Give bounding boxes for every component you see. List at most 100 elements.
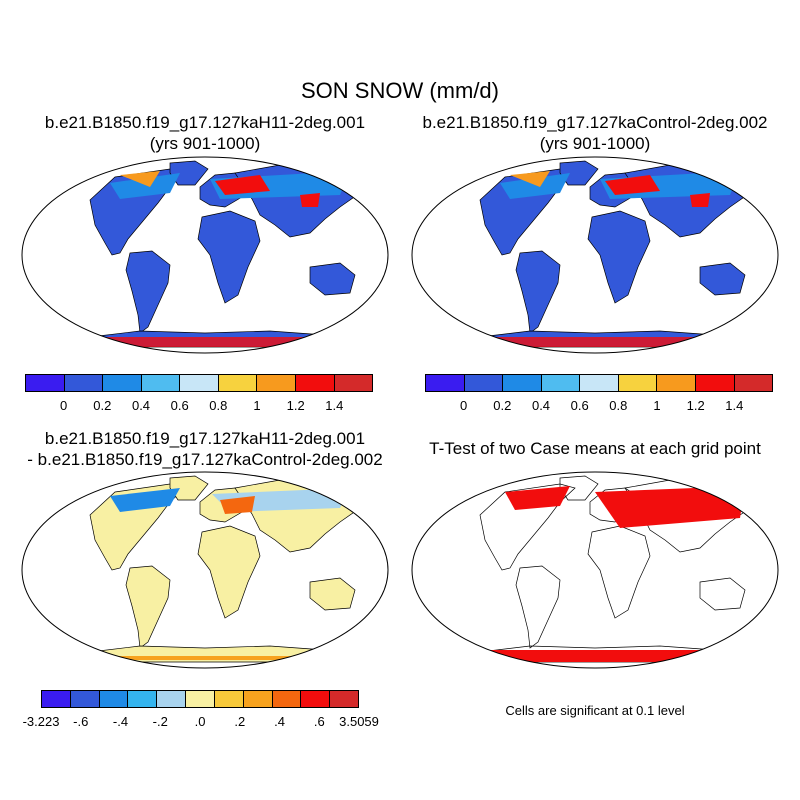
colorbar-difference <box>41 690 359 708</box>
continent-sa <box>125 565 171 649</box>
signif-eurasia <box>595 486 745 528</box>
colorbar-tick-label: 0 <box>460 398 468 413</box>
continent-sa <box>515 250 561 334</box>
snow-antarctic-edge <box>92 337 320 347</box>
colorbar-tick-label: -.2 <box>152 714 168 729</box>
colorbar-swatch <box>618 375 658 391</box>
colorbar-tick-label: 1 <box>253 398 261 413</box>
panel-1-title-line2: (yrs 901-1000) <box>149 134 261 153</box>
continent-greenland <box>169 160 209 186</box>
continent-afr <box>587 525 651 619</box>
panel-3-title: b.e21.B1850.f19_g17.127kaH11-2deg.001 - … <box>20 428 390 470</box>
colorbar-tick-label: 0 <box>60 398 68 413</box>
colorbar-tick-label: .4 <box>274 714 285 729</box>
colorbar-swatch <box>186 691 215 707</box>
snow-max-europe <box>215 175 270 195</box>
colorbar-swatch <box>157 691 187 707</box>
panel-2-title-line1: b.e21.B1850.f19_g17.127kaControl-2deg.00… <box>422 113 768 132</box>
continent-greenland <box>169 475 209 501</box>
diff-pos-europe <box>220 496 255 514</box>
map-difference <box>21 471 389 669</box>
colorbar-tick-label: 0.2 <box>93 398 112 413</box>
colorbar-tick-label: .2 <box>234 714 246 729</box>
colorbar-swatch <box>99 691 129 707</box>
continent-aus <box>309 262 356 296</box>
colorbar-swatch <box>272 691 302 707</box>
snow-band-na <box>500 173 570 199</box>
diff-antarctic <box>100 656 310 660</box>
colorbar-swatch <box>541 375 581 391</box>
continent-greenland <box>559 160 599 186</box>
colorbar-swatch <box>243 691 273 707</box>
continent-afr <box>197 210 261 304</box>
continent-aus <box>699 577 746 611</box>
colorbar-swatch <box>180 375 219 391</box>
colorbar-tick-label: 3.5059 <box>339 714 379 729</box>
colorbar-swatch <box>657 375 696 391</box>
significance-note: Cells are significant at 0.1 level <box>505 703 685 718</box>
continent-afr <box>587 210 651 304</box>
ocean <box>412 472 778 668</box>
colorbar-swatch <box>734 375 773 391</box>
colorbar-swatch <box>103 375 142 391</box>
map-ttest-significance <box>411 471 779 669</box>
colorbar-tick-label: 0.6 <box>570 398 589 413</box>
map-case2-snow <box>411 156 779 354</box>
map-frame <box>21 156 389 354</box>
panel-4-title: T-Test of two Case means at each grid po… <box>410 438 780 459</box>
colorbar-case1 <box>25 374 373 392</box>
colorbar-swatch <box>295 375 335 391</box>
colorbar-swatch <box>464 375 504 391</box>
colorbar-swatch <box>218 375 258 391</box>
colorbar-tick-label: .6 <box>313 714 325 729</box>
panel-3-title-line1: b.e21.B1850.f19_g17.127kaH11-2deg.001 <box>44 429 366 448</box>
colorbar-tick-label: 0.8 <box>209 398 228 413</box>
diff-neg-na <box>110 488 180 512</box>
colorbar-tick-label: 0.8 <box>609 398 628 413</box>
colorbar-tick-label: .0 <box>194 714 206 729</box>
panel-4-title-line1: T-Test of two Case means at each grid po… <box>429 439 761 458</box>
colorbar-swatch <box>64 375 104 391</box>
panel-2-title-line2: (yrs 901-1000) <box>539 134 651 153</box>
colorbar-swatch <box>695 375 735 391</box>
continent-aus <box>699 262 746 296</box>
colorbar-swatch <box>42 691 71 707</box>
colorbar-tick-label: 1.4 <box>725 398 744 413</box>
colorbar-tick-label: 0.6 <box>170 398 189 413</box>
continent-na <box>479 483 576 571</box>
snow-max-europe <box>605 175 660 195</box>
colorbar-swatch <box>503 375 542 391</box>
colorbar-case2 <box>425 374 773 392</box>
map-frame <box>411 471 779 669</box>
colorbar-tick-label: 0.2 <box>493 398 512 413</box>
snow-band-na <box>110 173 180 199</box>
panel-3-title-line2: - b.e21.B1850.f19_g17.127kaControl-2deg.… <box>27 450 383 469</box>
map-frame <box>21 471 389 669</box>
snow-max-tibet <box>300 193 320 207</box>
panel-1-title: b.e21.B1850.f19_g17.127kaH11-2deg.001 (y… <box>20 112 390 154</box>
colorbar-tick-label: -3.223 <box>22 714 60 729</box>
colorbar-swatch <box>141 375 181 391</box>
colorbar-tick-label: -.6 <box>73 714 89 729</box>
colorbar-tick-label: 1.2 <box>686 398 705 413</box>
map-frame <box>411 156 779 354</box>
colorbar-swatch <box>128 691 158 707</box>
continent-sa <box>515 565 561 649</box>
signif-antarctic <box>482 650 710 662</box>
colorbar-swatch <box>334 375 373 391</box>
snow-max-tibet <box>690 193 710 207</box>
panel-2-title: b.e21.B1850.f19_g17.127kaControl-2deg.00… <box>410 112 780 154</box>
colorbar-swatch <box>70 691 100 707</box>
colorbar-tick-label: 1.4 <box>325 398 344 413</box>
snow-antarctic-edge <box>482 337 710 347</box>
continent-aus <box>309 577 356 611</box>
colorbar-tick-label: 0.4 <box>531 398 551 413</box>
colorbar-tick-label: -.4 <box>112 714 129 729</box>
colorbar-tick-label: 1 <box>653 398 661 413</box>
colorbar-swatch <box>580 375 619 391</box>
colorbar-tick-label: 0.4 <box>131 398 151 413</box>
signif-na <box>505 486 570 510</box>
panel-1-title-line1: b.e21.B1850.f19_g17.127kaH11-2deg.001 <box>44 113 366 132</box>
colorbar-swatch <box>257 375 296 391</box>
snow-high-na <box>510 171 550 187</box>
